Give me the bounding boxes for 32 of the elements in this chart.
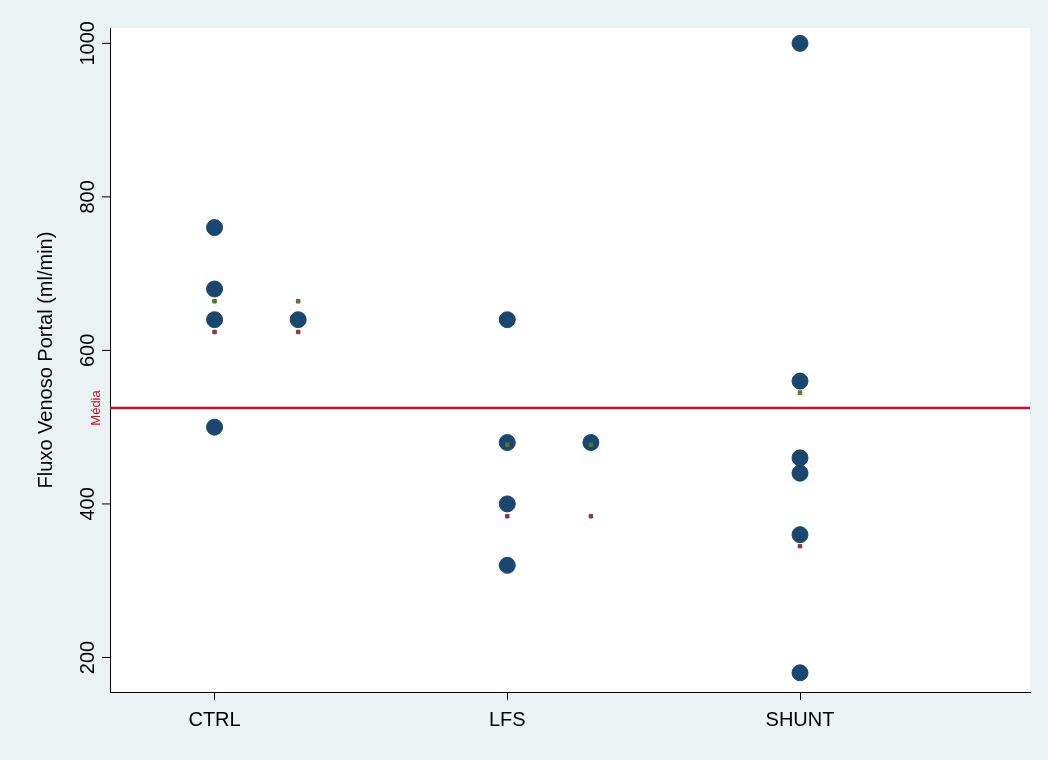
point xyxy=(588,513,594,519)
y-tick-label: 200 xyxy=(75,640,98,675)
point xyxy=(295,299,301,304)
point xyxy=(206,418,224,436)
point xyxy=(505,513,510,519)
x-tick-label: SHUNT xyxy=(765,707,835,730)
ref-line-label: Média xyxy=(87,389,103,426)
point xyxy=(791,664,809,682)
point xyxy=(295,329,301,335)
x-tick-label: CTRL xyxy=(188,707,241,730)
point xyxy=(791,372,809,390)
point xyxy=(212,299,217,304)
y-tick-label: 600 xyxy=(75,333,98,368)
point xyxy=(797,543,803,549)
point xyxy=(498,495,516,513)
point xyxy=(212,329,217,335)
point xyxy=(206,280,224,298)
y-tick-label: 400 xyxy=(75,487,98,521)
point xyxy=(498,311,516,329)
point xyxy=(289,311,307,329)
point xyxy=(791,464,809,482)
x-tick-label: LFS xyxy=(488,707,526,730)
point xyxy=(498,556,516,574)
point xyxy=(206,311,224,329)
point xyxy=(791,34,809,52)
y-axis-title: Fluxo Venoso Portal (ml/min) xyxy=(33,231,56,489)
point xyxy=(791,526,809,544)
point xyxy=(797,390,803,395)
point xyxy=(206,219,224,237)
y-tick-label: 800 xyxy=(75,180,98,214)
y-tick-label: 1000 xyxy=(75,21,98,66)
point xyxy=(791,449,809,467)
